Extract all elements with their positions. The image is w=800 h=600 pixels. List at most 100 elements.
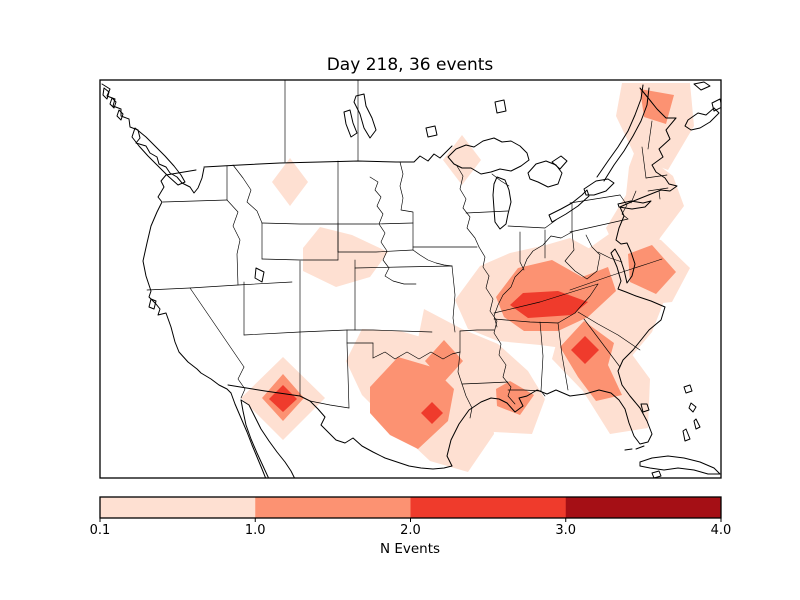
coastline-path bbox=[603, 87, 650, 182]
state-border-path bbox=[337, 249, 414, 253]
coastline-path bbox=[639, 455, 721, 475]
coastline-path bbox=[109, 97, 117, 109]
coastline-path bbox=[693, 418, 701, 430]
state-border-path bbox=[399, 161, 414, 251]
state-border-path bbox=[577, 311, 641, 351]
state-border-path bbox=[507, 389, 542, 392]
state-border-path bbox=[162, 199, 228, 203]
state-border-path bbox=[354, 265, 453, 269]
coastline-path bbox=[494, 99, 507, 114]
heat-blob-louisiana-coast bbox=[496, 381, 534, 415]
coastline-path bbox=[583, 178, 615, 196]
state-border-path bbox=[372, 351, 461, 360]
state-border-path bbox=[459, 329, 495, 332]
state-border-path bbox=[539, 321, 546, 397]
colorbar-segment-4 bbox=[565, 497, 722, 518]
state-border-path bbox=[619, 194, 629, 220]
coastline-path bbox=[684, 107, 720, 131]
state-border-path bbox=[645, 174, 668, 179]
figure-title: Day 218, 36 events bbox=[327, 55, 494, 75]
colorbar-tick-label: 1.0 bbox=[245, 523, 266, 538]
coastline-path bbox=[425, 125, 438, 138]
state-border-path bbox=[658, 190, 661, 200]
colorbar-axis-label: N Events bbox=[380, 541, 440, 557]
map-frame bbox=[99, 79, 722, 479]
state-border-path bbox=[630, 190, 637, 204]
coastline-path bbox=[203, 145, 453, 168]
heat-blob-arizona-core bbox=[269, 385, 297, 412]
heat-blob-georgia-core bbox=[571, 336, 599, 364]
heat-blob-georgia-north-florida bbox=[560, 321, 622, 401]
state-border-path bbox=[146, 281, 293, 291]
state-border-path bbox=[557, 322, 569, 391]
colorbar-tick-label: 0.1 bbox=[90, 523, 111, 538]
coastline-path bbox=[596, 84, 644, 178]
coastline-path bbox=[254, 267, 265, 283]
coastline-path bbox=[548, 189, 590, 223]
state-border-path bbox=[261, 258, 339, 261]
state-border-path bbox=[465, 210, 509, 214]
state-border-path bbox=[462, 207, 480, 248]
coastline-path bbox=[447, 137, 530, 175]
state-border-path bbox=[493, 312, 576, 324]
state-border-path bbox=[461, 383, 473, 419]
coastline-path bbox=[683, 384, 693, 394]
state-border-path bbox=[337, 222, 414, 225]
state-border-path bbox=[493, 283, 599, 314]
state-border-path bbox=[485, 275, 516, 405]
state-border-path bbox=[641, 146, 647, 179]
heat-blob-texas-core bbox=[421, 402, 443, 424]
coastline-path bbox=[131, 127, 186, 186]
state-border-path bbox=[507, 219, 557, 229]
coastline-path bbox=[682, 428, 691, 442]
state-border-path bbox=[369, 176, 417, 285]
heat-blob-duluth bbox=[443, 135, 481, 185]
colorbar-segment-2 bbox=[255, 497, 411, 518]
state-border-path bbox=[493, 231, 573, 328]
heat-blob-montana bbox=[272, 158, 308, 206]
state-border-path bbox=[309, 400, 350, 409]
coastline-path bbox=[102, 87, 110, 100]
state-border-path bbox=[461, 381, 509, 385]
colorbar-tick-label: 3.0 bbox=[555, 523, 576, 538]
coastline-path bbox=[640, 403, 650, 413]
state-border-path bbox=[261, 222, 339, 225]
coastline-path bbox=[116, 109, 124, 121]
state-border-path bbox=[583, 318, 621, 368]
state-border-path bbox=[232, 164, 263, 224]
coastline-path bbox=[635, 445, 645, 450]
colorbar-tick-label: 2.0 bbox=[400, 523, 421, 538]
coastline-path bbox=[101, 83, 205, 194]
coastline-path bbox=[240, 399, 270, 478]
coastline-path bbox=[639, 87, 677, 119]
colorbar-tick-label: 4.0 bbox=[711, 523, 732, 538]
state-border-path bbox=[189, 287, 245, 368]
state-border-path bbox=[478, 246, 490, 277]
state-border-path bbox=[451, 265, 456, 333]
coastline-path bbox=[693, 81, 711, 91]
colorbar-segment-1 bbox=[100, 497, 256, 518]
coastline-path bbox=[230, 392, 267, 478]
coastline-path bbox=[688, 402, 697, 413]
state-border-path bbox=[237, 366, 246, 399]
coastline-path bbox=[527, 160, 563, 188]
coastline-path bbox=[148, 298, 157, 310]
colorbar: 0.1 1.0 2.0 3.0 4.0 bbox=[90, 496, 732, 538]
heat-blob-plains bbox=[303, 227, 388, 287]
state-border-path bbox=[456, 165, 467, 209]
state-border-path bbox=[569, 218, 629, 233]
basemap-outline-layer bbox=[101, 80, 721, 478]
heat-blob-maine bbox=[616, 83, 694, 170]
coastline-path bbox=[309, 400, 453, 470]
colorbar-segment-3 bbox=[410, 497, 567, 518]
state-border-path bbox=[647, 120, 653, 150]
event-density-heatmap-layer bbox=[241, 83, 694, 472]
coastline-path bbox=[492, 176, 512, 230]
coastline-path bbox=[551, 155, 568, 170]
state-border-path bbox=[597, 251, 623, 263]
coastline-path bbox=[624, 448, 633, 451]
coastline-path bbox=[343, 109, 358, 138]
coastline-path bbox=[227, 384, 311, 402]
